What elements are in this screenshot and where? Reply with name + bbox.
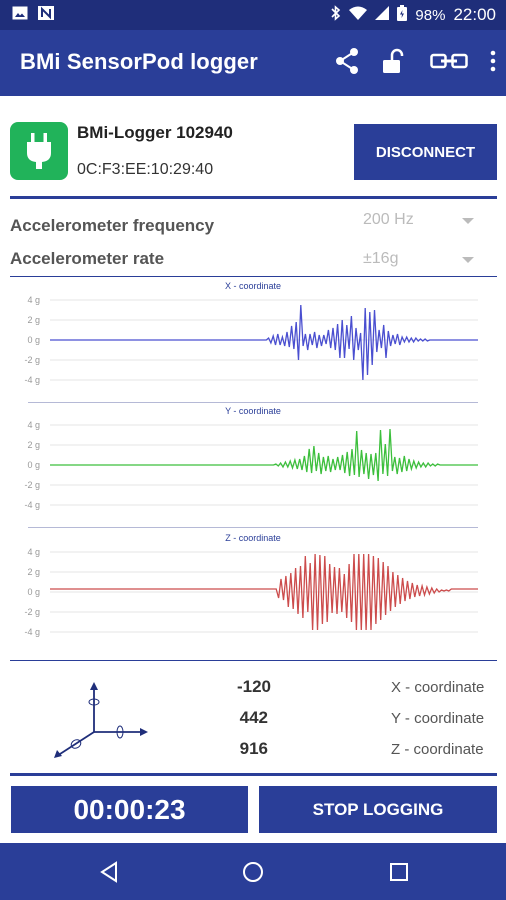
x-reading-label: X - coordinate [391, 679, 485, 696]
x-chart-title: X - coordinate [225, 281, 281, 291]
y-tick-label: -2 g [24, 480, 40, 490]
divider [10, 773, 497, 776]
y-tick-label: 2 g [27, 440, 40, 450]
divider [10, 196, 497, 199]
frequency-label: Accelerometer frequency [10, 216, 215, 235]
wifi-icon [349, 6, 368, 24]
device-mac: 0C:F3:EE:10:29:40 [77, 161, 214, 178]
frequency-dropdown-icon[interactable] [462, 218, 474, 224]
z-chart-title: Z - coordinate [225, 533, 281, 543]
more-vert-icon[interactable] [490, 50, 496, 77]
share-icon[interactable] [334, 47, 360, 80]
y-tick-label: 0 g [27, 460, 40, 470]
rate-label: Accelerometer rate [10, 249, 165, 268]
z-reading-value: 916 [239, 739, 268, 758]
divider [10, 660, 497, 661]
signal-icon [375, 6, 390, 24]
chart-z: Z - coordinate 4 g 2 g 0 g -2 g -4 g [0, 532, 506, 655]
link-icon[interactable] [430, 53, 468, 74]
x-tick-label: 0 g [27, 335, 40, 345]
home-icon[interactable] [242, 861, 264, 888]
y-series-line [50, 428, 478, 482]
app-title: BMi SensorPod logger [20, 49, 258, 74]
z-tick-label: 4 g [27, 547, 40, 557]
unlock-icon[interactable] [382, 48, 408, 79]
bluetooth-icon [331, 5, 341, 25]
x-tick-label: 2 g [27, 315, 40, 325]
x-tick-label: -4 g [24, 375, 40, 385]
divider [10, 276, 497, 277]
axes-orientation-icon [48, 680, 152, 758]
stop-logging-button[interactable]: STOP LOGGING [259, 786, 497, 833]
recents-icon[interactable] [390, 863, 408, 886]
chart-x: X - coordinate 4 g 2 g 0 g -2 g -4 g [0, 280, 506, 403]
nav-bar [0, 843, 506, 900]
y-tick-label: -4 g [24, 500, 40, 510]
z-tick-label: 0 g [27, 587, 40, 597]
rate-dropdown-icon[interactable] [462, 257, 474, 263]
z-reading-label: Z - coordinate [391, 741, 484, 758]
y-reading-label: Y - coordinate [391, 710, 485, 727]
clock-time: 22:00 [453, 5, 496, 24]
y-reading-value: 442 [239, 708, 268, 727]
status-bar: 98% 22:00 [0, 0, 506, 30]
y-chart-title: Y - coordinate [225, 406, 281, 416]
rate-select[interactable]: ±16g [363, 250, 399, 267]
image-notification-icon [12, 6, 28, 25]
z-tick-label: -4 g [24, 627, 40, 637]
x-tick-label: 4 g [27, 295, 40, 305]
n-notification-icon [38, 5, 54, 25]
plug-icon [10, 122, 68, 180]
y-tick-label: 4 g [27, 420, 40, 430]
chart-z-svg: Z - coordinate 4 g 2 g 0 g -2 g -4 g [24, 533, 478, 637]
back-icon[interactable] [99, 861, 119, 888]
battery-icon [397, 5, 408, 25]
battery-percent: 98% [415, 6, 446, 24]
elapsed-timer: 00:00:23 [11, 786, 248, 833]
device-name: BMi-Logger 102940 [77, 123, 233, 142]
x-series-line [50, 304, 478, 381]
device-row: BMi-Logger 102940 0C:F3:EE:10:29:40 DISC… [0, 112, 506, 192]
disconnect-button[interactable]: DISCONNECT [354, 124, 497, 180]
x-reading-value: -120 [236, 677, 271, 696]
chart-y-svg: Y - coordinate 4 g 2 g 0 g -2 g -4 g [24, 406, 478, 528]
z-series-line [50, 553, 478, 631]
chart-x-svg: X - coordinate 4 g 2 g 0 g -2 g -4 g [24, 281, 478, 403]
app-bar: BMi SensorPod logger [0, 30, 506, 96]
frequency-select[interactable]: 200 Hz [363, 211, 414, 228]
chart-y: Y - coordinate 4 g 2 g 0 g -2 g -4 g [0, 405, 506, 528]
z-tick-label: 2 g [27, 567, 40, 577]
z-tick-label: -2 g [24, 607, 40, 617]
x-tick-label: -2 g [24, 355, 40, 365]
